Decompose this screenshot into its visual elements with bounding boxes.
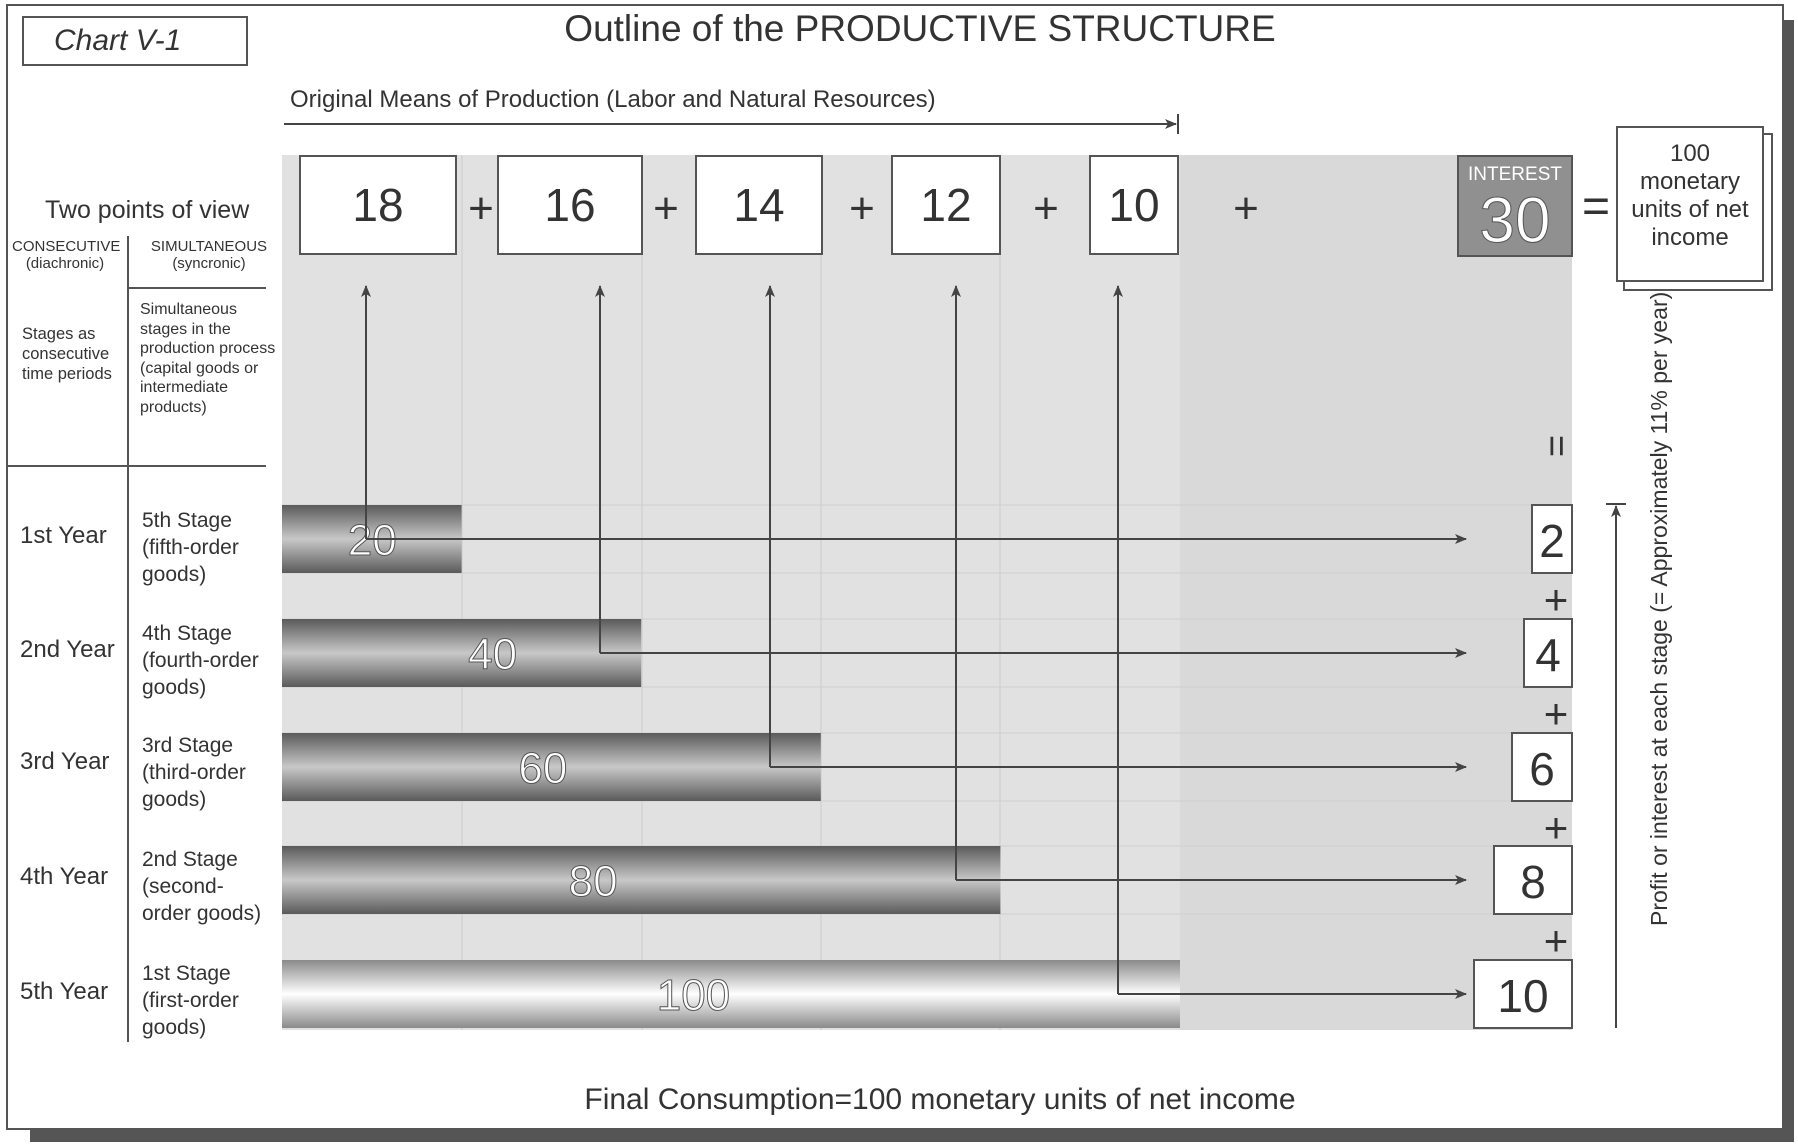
stage-interest-box bbox=[1523, 618, 1573, 688]
row-year-label: 5th Year bbox=[20, 978, 109, 1005]
net-income-box: 100 monetary units of net income bbox=[1616, 126, 1764, 282]
stage-interest-box bbox=[1531, 504, 1573, 574]
row-stage-label: 5th Stage (fifth-order goods) bbox=[142, 509, 239, 586]
original-means-value: 16 bbox=[544, 179, 595, 231]
row-stage-label: 3rd Stage (third-order goods) bbox=[142, 734, 246, 811]
plus-sign-vertical: + bbox=[1544, 917, 1569, 964]
equals-vertical: = bbox=[1535, 435, 1577, 457]
original-means-value: 14 bbox=[733, 179, 784, 231]
consecutive-heading: CONSECUTIVE bbox=[12, 238, 121, 255]
plus-sign: + bbox=[1233, 184, 1259, 233]
consecutive-description: Stages as consecutive time periods bbox=[22, 325, 112, 383]
original-means-value: 12 bbox=[920, 179, 971, 231]
row-stage-label: 2nd Stage (second-order goods) bbox=[142, 848, 262, 925]
stage-interest-box bbox=[1493, 845, 1573, 915]
row-year-label: 1st Year bbox=[20, 522, 107, 549]
original-means-box bbox=[695, 155, 823, 255]
plus-sign-vertical: + bbox=[1544, 576, 1569, 623]
stage-bar bbox=[282, 733, 821, 801]
consecutive-label: CONSECUTIVE (diachronic) bbox=[12, 238, 121, 272]
simultaneous-label: SIMULTANEOUS (syncronic) bbox=[144, 238, 274, 272]
equals-sign: = bbox=[1582, 180, 1610, 233]
stage-interest-value: 8 bbox=[1520, 856, 1546, 908]
plus-sign: + bbox=[1033, 184, 1059, 233]
simultaneous-sub: (syncronic) bbox=[172, 255, 246, 272]
plus-sign: + bbox=[849, 184, 875, 233]
plus-sign: + bbox=[468, 184, 494, 233]
original-means-value: 18 bbox=[352, 179, 403, 231]
row-year-label: 3rd Year bbox=[20, 748, 110, 775]
stage-bar-value: 60 bbox=[518, 744, 567, 793]
row-stage-label: 4th Stage (fourth-order goods) bbox=[142, 622, 259, 699]
row-year-label: 2nd Year bbox=[20, 636, 115, 663]
row-year-label: 4th Year bbox=[20, 863, 109, 890]
stage-bar bbox=[282, 619, 642, 687]
simultaneous-description: Simultaneous stages in the production pr… bbox=[140, 301, 276, 416]
interest-total: 30 bbox=[1479, 184, 1550, 256]
simultaneous-heading: SIMULTANEOUS bbox=[150, 238, 268, 255]
original-means-label: Original Means of Production (Labor and … bbox=[290, 86, 936, 113]
stage-bar-value: 80 bbox=[569, 857, 618, 906]
stage-interest-value: 2 bbox=[1539, 515, 1565, 567]
original-means-box bbox=[891, 155, 1001, 255]
plus-sign-vertical: + bbox=[1544, 690, 1569, 737]
row-stage-label: 1st Stage (first-order goods) bbox=[142, 962, 239, 1039]
original-means-value: 10 bbox=[1108, 179, 1159, 231]
stage-bar bbox=[282, 846, 1001, 914]
original-means-box bbox=[497, 155, 643, 255]
points-of-view-title: Two points of view bbox=[45, 196, 250, 224]
original-means-box bbox=[1089, 155, 1179, 255]
stage-bar-value: 20 bbox=[348, 516, 397, 565]
stage-interest-value: 10 bbox=[1497, 970, 1548, 1022]
chart-label: Chart V-1 bbox=[22, 16, 248, 66]
stage-interest-box bbox=[1511, 732, 1573, 802]
stage-bar-value: 100 bbox=[657, 971, 730, 1020]
interest-label: INTEREST bbox=[1468, 164, 1562, 185]
plus-sign-vertical: + bbox=[1544, 804, 1569, 851]
footer-caption: Final Consumption=100 monetary units of … bbox=[584, 1083, 1296, 1116]
stage-interest-value: 4 bbox=[1535, 629, 1561, 681]
stage-interest-box bbox=[1473, 959, 1573, 1029]
interest-box bbox=[1457, 155, 1573, 257]
plus-sign: + bbox=[653, 184, 679, 233]
stage-interest-value: 6 bbox=[1529, 743, 1555, 795]
stage-bar-value: 40 bbox=[468, 630, 517, 679]
chart-title: Outline of the PRODUCTIVE STRUCTURE bbox=[564, 8, 1276, 49]
consecutive-sub: (diachronic) bbox=[25, 255, 105, 272]
original-means-box bbox=[299, 155, 457, 255]
stage-bar bbox=[282, 960, 1180, 1028]
